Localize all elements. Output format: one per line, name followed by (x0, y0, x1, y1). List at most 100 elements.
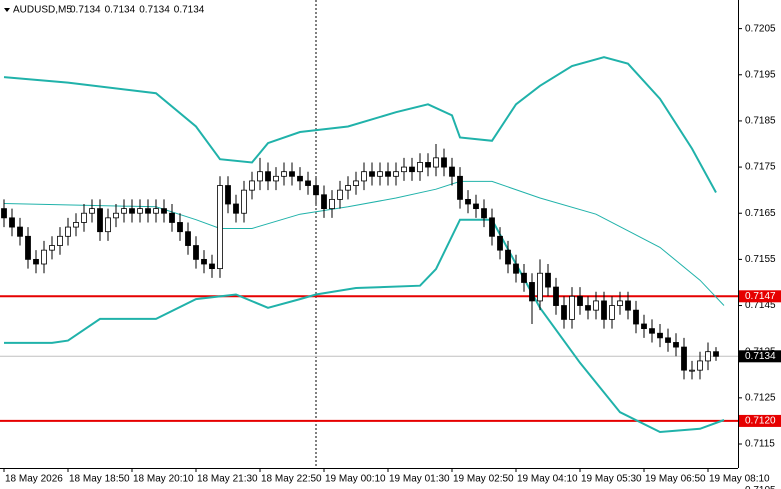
candle-body (225, 185, 231, 205)
candle-body (49, 245, 55, 251)
candle-body (305, 180, 311, 186)
band-line (3, 56, 717, 193)
x-tick-label: 19 May 00:10 (325, 474, 386, 485)
candle-body (449, 166, 455, 177)
candle-body (473, 203, 479, 210)
candle-body (497, 235, 503, 251)
y-tick-label: 0.7165 (745, 208, 776, 219)
candle-body (609, 305, 615, 320)
level-label-box (739, 290, 781, 303)
candle-body (665, 337, 671, 343)
candle-body (401, 166, 407, 173)
y-tick-label: 0.7145 (745, 300, 776, 311)
candle-body (65, 226, 71, 237)
y-tick-label: 0.7205 (745, 23, 776, 34)
candle-body (537, 272, 543, 302)
x-tick-label: 18 May 22:50 (261, 474, 322, 485)
candle-body (345, 185, 351, 191)
candle-body (425, 162, 431, 168)
y-tick-label: 0.7175 (745, 162, 776, 173)
candle-body (681, 346, 687, 371)
candle-body (705, 351, 711, 362)
candle-body (529, 282, 535, 302)
candle-body (73, 222, 79, 228)
candle-body (417, 162, 423, 173)
candle-body (97, 208, 103, 233)
level-label-box (739, 414, 781, 427)
candle-body (129, 208, 135, 214)
candle-body (361, 171, 367, 182)
header-value: 0.7134 (174, 5, 205, 16)
candle-body (641, 323, 647, 330)
header-value: 0.7134 (105, 5, 136, 16)
candle-body (465, 198, 471, 205)
candle-body (281, 171, 287, 177)
candle-body (569, 295, 575, 320)
candle-body (593, 300, 599, 311)
candle-body (1, 208, 7, 219)
candle-body (9, 217, 15, 228)
candle-body (313, 185, 319, 196)
x-tick-label: 18 May 2026 (5, 474, 63, 485)
candle-body (585, 305, 591, 311)
candle-body (201, 258, 207, 265)
candle-body (57, 235, 63, 246)
level-label: 0.7147 (745, 291, 776, 302)
candle-body (625, 300, 631, 311)
candle-body (505, 249, 511, 265)
candle-body (257, 171, 263, 182)
band-line (4, 218, 725, 434)
candle-body (81, 212, 87, 223)
band-line (3, 180, 725, 306)
candle-body (545, 272, 551, 288)
candle-body (177, 222, 183, 233)
candle-body (633, 309, 639, 325)
candle-body (209, 263, 215, 270)
candle-body (321, 194, 327, 210)
candle-body (185, 231, 191, 246)
candle-body (169, 212, 175, 223)
candle-body (561, 305, 567, 320)
candle-body (657, 332, 663, 339)
candle-body (33, 258, 39, 265)
candle-body (265, 171, 271, 182)
menu-arrow[interactable] (4, 8, 10, 12)
candle-body (697, 360, 703, 371)
candle-body (601, 300, 607, 320)
x-tick-label: 18 May 18:50 (69, 474, 130, 485)
header-value: 0.7134 (139, 5, 170, 16)
candle-body (25, 235, 31, 260)
x-tick-label: 19 May 06:50 (645, 474, 706, 485)
candle-body (369, 171, 375, 177)
candle-body (337, 189, 343, 200)
x-tick-label: 19 May 05:30 (581, 474, 642, 485)
candle-body (377, 171, 383, 177)
candle-body (481, 208, 487, 219)
candle-body (553, 286, 559, 306)
x-tick-label: 19 May 04:10 (517, 474, 578, 485)
last-price-label: 0.7134 (745, 351, 776, 362)
candle-body (713, 351, 719, 357)
candle-body (193, 245, 199, 260)
x-tick-label: 18 May 20:10 (133, 474, 194, 485)
candle-body (521, 272, 527, 283)
candle-body (489, 217, 495, 237)
x-tick-label: 19 May 01:30 (389, 474, 450, 485)
candle-body (41, 249, 47, 265)
candle-body (89, 208, 95, 214)
candle-body (409, 166, 415, 173)
x-tick-label: 18 May 21:30 (197, 474, 258, 485)
last-price-box (739, 350, 781, 363)
candle-body (113, 212, 119, 219)
candle-body (289, 171, 295, 177)
x-tick-label: 19 May 08:10 (709, 474, 770, 485)
y-tick-label: 0.7115 (745, 439, 775, 450)
y-tick-label: 0.7155 (745, 254, 776, 265)
candle-body (217, 185, 223, 270)
candle-body (249, 180, 255, 191)
candle-body (105, 217, 111, 233)
candle-body (385, 171, 391, 177)
header-value: 0.7134 (70, 5, 101, 16)
